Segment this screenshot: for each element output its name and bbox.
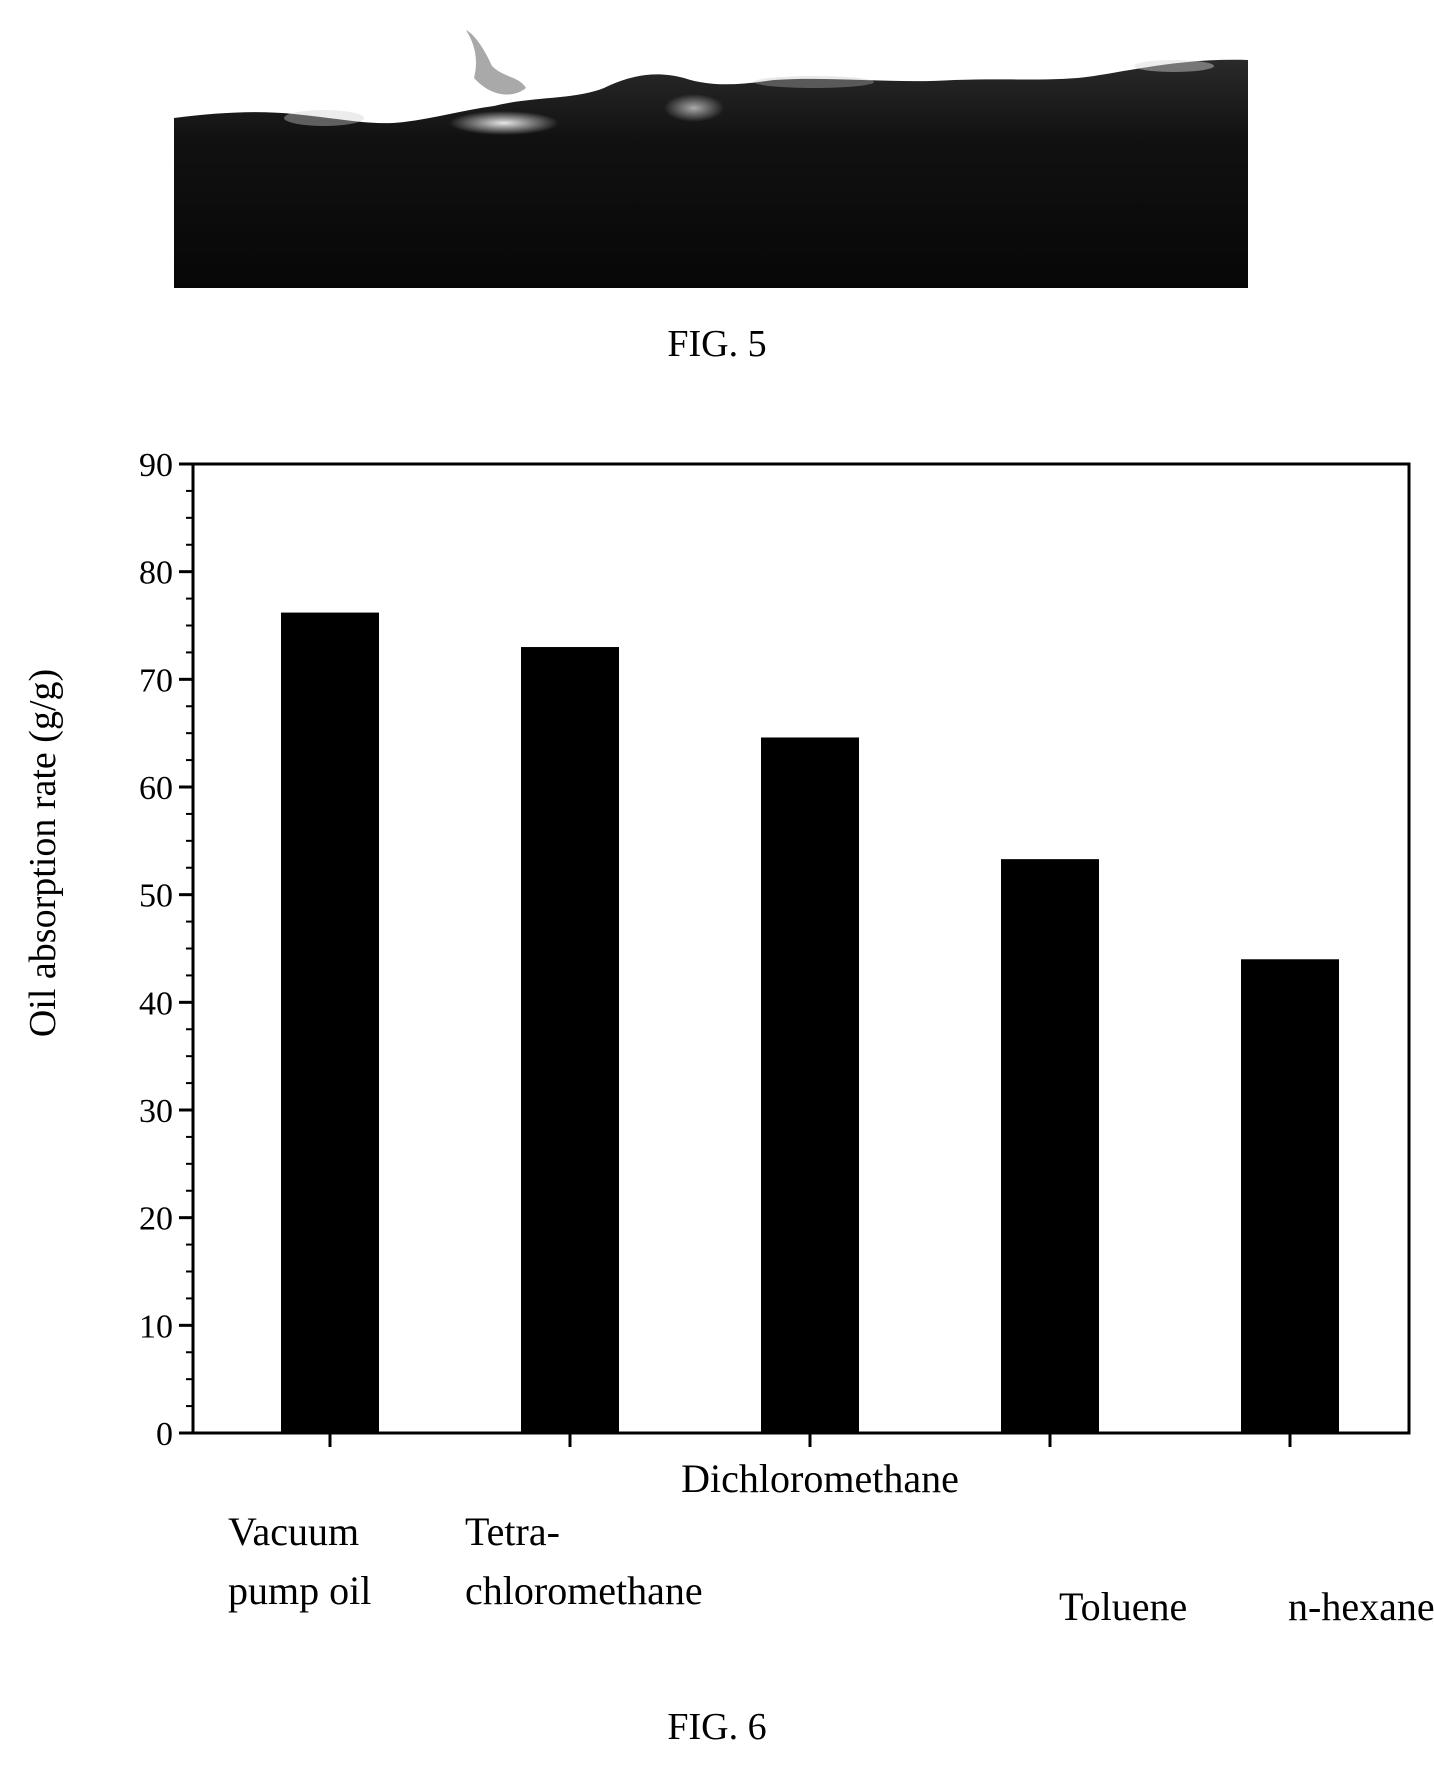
x-category-label: Dichloromethane: [681, 1456, 959, 1501]
y-tick-label: 40: [139, 985, 173, 1022]
x-category-label-line: Tetra-: [465, 1509, 560, 1554]
fig6-caption: FIG. 6: [667, 1706, 767, 1748]
y-tick-label: 80: [139, 555, 173, 592]
bar-vacuum-pump-oil: [281, 612, 379, 1433]
y-tick-label: 10: [139, 1308, 173, 1345]
x-category-label: n-hexane: [1288, 1584, 1434, 1629]
x-category-label-line: Toluene: [1059, 1584, 1187, 1629]
x-category-label-line: pump oil: [228, 1568, 371, 1613]
bar-dichloromethane: [761, 737, 859, 1433]
x-category-label: Toluene: [1059, 1584, 1187, 1629]
y-axis-label: Oil absorption rate (g/g): [22, 669, 64, 1037]
bars: [281, 612, 1339, 1447]
bar-toluene: [1001, 859, 1099, 1433]
oil-absorption-bar-chart: 0 10 20 30 40 50 60 70 80 90 Vacuum pump oil Tetra-…: [22, 447, 1434, 1629]
x-category-label: Tetra-chloromethane: [465, 1509, 703, 1613]
y-tick-label: 20: [139, 1201, 173, 1238]
x-category-label-line: Dichloromethane: [681, 1456, 959, 1501]
y-tick-label: 0: [156, 1416, 173, 1453]
y-tick-label: 30: [139, 1093, 173, 1130]
y-tick-label: 90: [139, 447, 173, 484]
y-tick-label: 60: [139, 770, 173, 807]
y-tick-label: 70: [139, 662, 173, 699]
y-tick-label: 50: [139, 878, 173, 915]
bar-n-hexane: [1241, 959, 1339, 1433]
x-category-label: Vacuum pump oil: [228, 1509, 371, 1613]
fig5-photo: [174, 30, 1248, 288]
bar-tetra-chloromethane: [521, 647, 619, 1433]
x-category-label-line: n-hexane: [1288, 1584, 1434, 1629]
fig5-caption: FIG. 5: [667, 323, 767, 365]
x-category-label-line: Vacuum: [228, 1509, 359, 1554]
y-axis-ticks: 0 10 20 30 40 50 60 70 80 90: [139, 447, 193, 1453]
x-category-label-line: chloromethane: [465, 1568, 703, 1613]
x-axis-category-labels: Vacuum pump oil Tetra-chloromethane Dichlor…: [228, 1456, 1434, 1629]
